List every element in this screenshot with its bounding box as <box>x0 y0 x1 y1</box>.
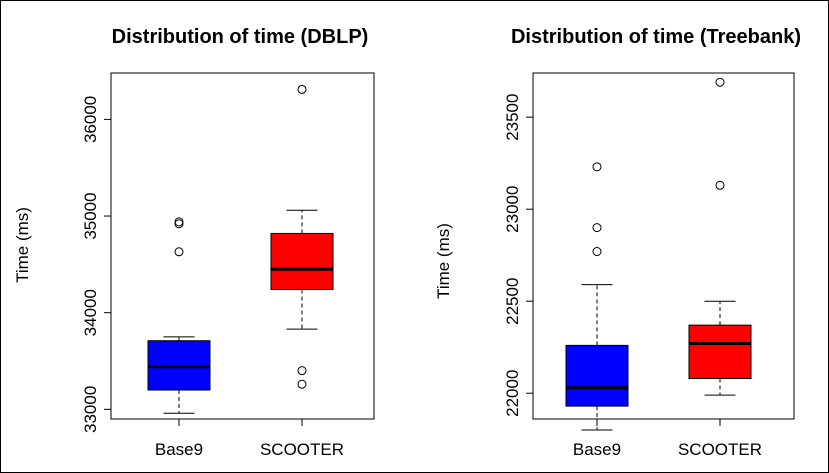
panel-dblp: Distribution of time (DBLP) Time (ms) 33… <box>13 26 375 459</box>
y-axis-label: Time (ms) <box>13 207 32 283</box>
x-tick-label: SCOOTER <box>260 440 344 459</box>
y-tick-label: 36000 <box>81 96 100 143</box>
outlier-point <box>297 84 307 94</box>
outlier-point <box>174 217 184 227</box>
y-axis-label: Time (ms) <box>434 223 453 299</box>
y-tick-label: 22000 <box>503 370 522 417</box>
outlier-point <box>592 247 602 257</box>
outlier-point <box>297 379 307 389</box>
outlier-point <box>715 77 725 87</box>
outlier-point <box>174 247 184 257</box>
y-tick-label: 33000 <box>81 386 100 433</box>
outlier-point <box>592 162 602 172</box>
plot-area: 22000 22500 23000 23500 Base9 SCOOTER <box>503 72 795 459</box>
y-tick-label: 23500 <box>503 94 522 141</box>
outlier-point <box>592 223 602 233</box>
y-tick-label: 34000 <box>81 289 100 336</box>
y-tick-label: 23000 <box>503 186 522 233</box>
x-tick-label: Base9 <box>155 440 203 459</box>
box-base9 <box>565 344 629 407</box>
outlier-point <box>174 219 184 229</box>
plot-border <box>532 72 795 420</box>
plot-area: 33000 34000 35000 36000 Base9 SCOOTER <box>81 72 375 459</box>
plot-border <box>110 72 375 420</box>
x-tick-label: SCOOTER <box>678 440 762 459</box>
outlier-point <box>297 366 307 376</box>
y-tick-label: 22500 <box>503 278 522 325</box>
panel-treebank: Distribution of time (Treebank) Time (ms… <box>434 26 801 459</box>
y-tick-label: 35000 <box>81 192 100 239</box>
outlier-point <box>715 180 725 190</box>
x-tick-label: Base9 <box>573 440 621 459</box>
chart-title: Distribution of time (DBLP) <box>112 26 369 48</box>
chart-title: Distribution of time (Treebank) <box>511 26 801 48</box>
box-scooter <box>270 232 334 290</box>
box-scooter <box>688 324 752 380</box>
